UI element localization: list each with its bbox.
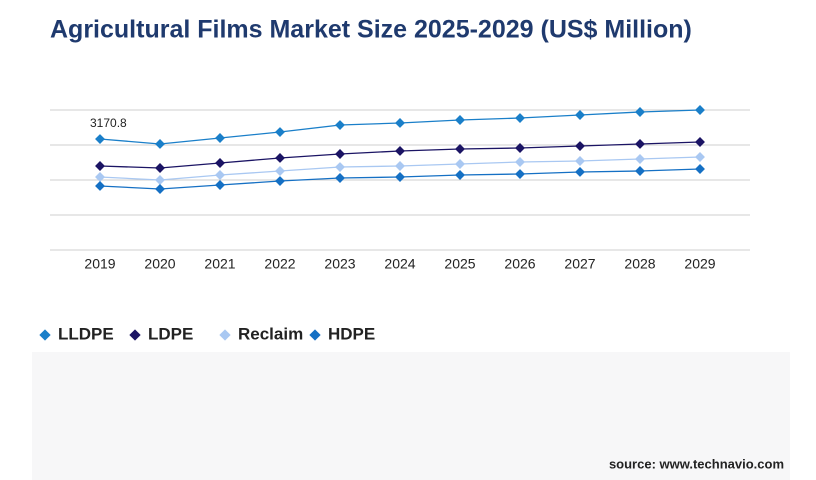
point (695, 137, 705, 147)
point (455, 159, 465, 169)
point (455, 170, 465, 180)
point (335, 149, 345, 159)
x-tick-label: 2029 (684, 256, 715, 272)
point (455, 115, 465, 125)
point (395, 146, 405, 156)
point (695, 152, 705, 162)
point (455, 144, 465, 154)
point (155, 175, 165, 185)
point (95, 181, 105, 191)
legend-label: LLDPE (58, 324, 114, 343)
point (275, 166, 285, 176)
point (275, 153, 285, 163)
x-tick-label: 2026 (504, 256, 535, 272)
chart-title: Agricultural Films Market Size 2025-2029… (50, 16, 692, 44)
point (575, 167, 585, 177)
point (395, 118, 405, 128)
point (335, 162, 345, 172)
x-tick-label: 2027 (564, 256, 595, 272)
x-tick-label: 2024 (384, 256, 415, 272)
legend-label: HDPE (328, 324, 375, 343)
source: source: www.technavio.com (609, 456, 784, 471)
point (395, 161, 405, 171)
x-tick-label: 2022 (264, 256, 295, 272)
point (695, 164, 705, 174)
point (635, 154, 645, 164)
point (95, 134, 105, 144)
legend-marker (129, 329, 141, 341)
x-tick-label: 2021 (204, 256, 235, 272)
legend-marker (219, 329, 231, 341)
legend-panel (32, 352, 790, 480)
x-tick-label: 2023 (324, 256, 355, 272)
point (395, 172, 405, 182)
point (215, 170, 225, 180)
legend-marker (39, 329, 51, 341)
point (215, 133, 225, 143)
x-tick-label: 2028 (624, 256, 655, 272)
point (275, 127, 285, 137)
x-tick-label: 2019 (84, 256, 115, 272)
point (695, 105, 705, 115)
point (275, 176, 285, 186)
point (515, 169, 525, 179)
point (515, 143, 525, 153)
point (155, 163, 165, 173)
x-tick-label: 2020 (144, 256, 175, 272)
point (515, 113, 525, 123)
legend-marker (309, 329, 321, 341)
point (215, 180, 225, 190)
point (215, 158, 225, 168)
point (635, 107, 645, 117)
point (95, 161, 105, 171)
x-tick-label: 2025 (444, 256, 475, 272)
point (155, 184, 165, 194)
point (635, 166, 645, 176)
point (335, 120, 345, 130)
data-label: 3170.8 (90, 116, 127, 130)
legend-label: Reclaim (238, 324, 303, 343)
point (575, 110, 585, 120)
point (575, 156, 585, 166)
point (575, 141, 585, 151)
point (95, 172, 105, 182)
point (155, 139, 165, 149)
point (635, 139, 645, 149)
legend-label: LDPE (148, 324, 193, 343)
point (515, 157, 525, 167)
point (335, 173, 345, 183)
